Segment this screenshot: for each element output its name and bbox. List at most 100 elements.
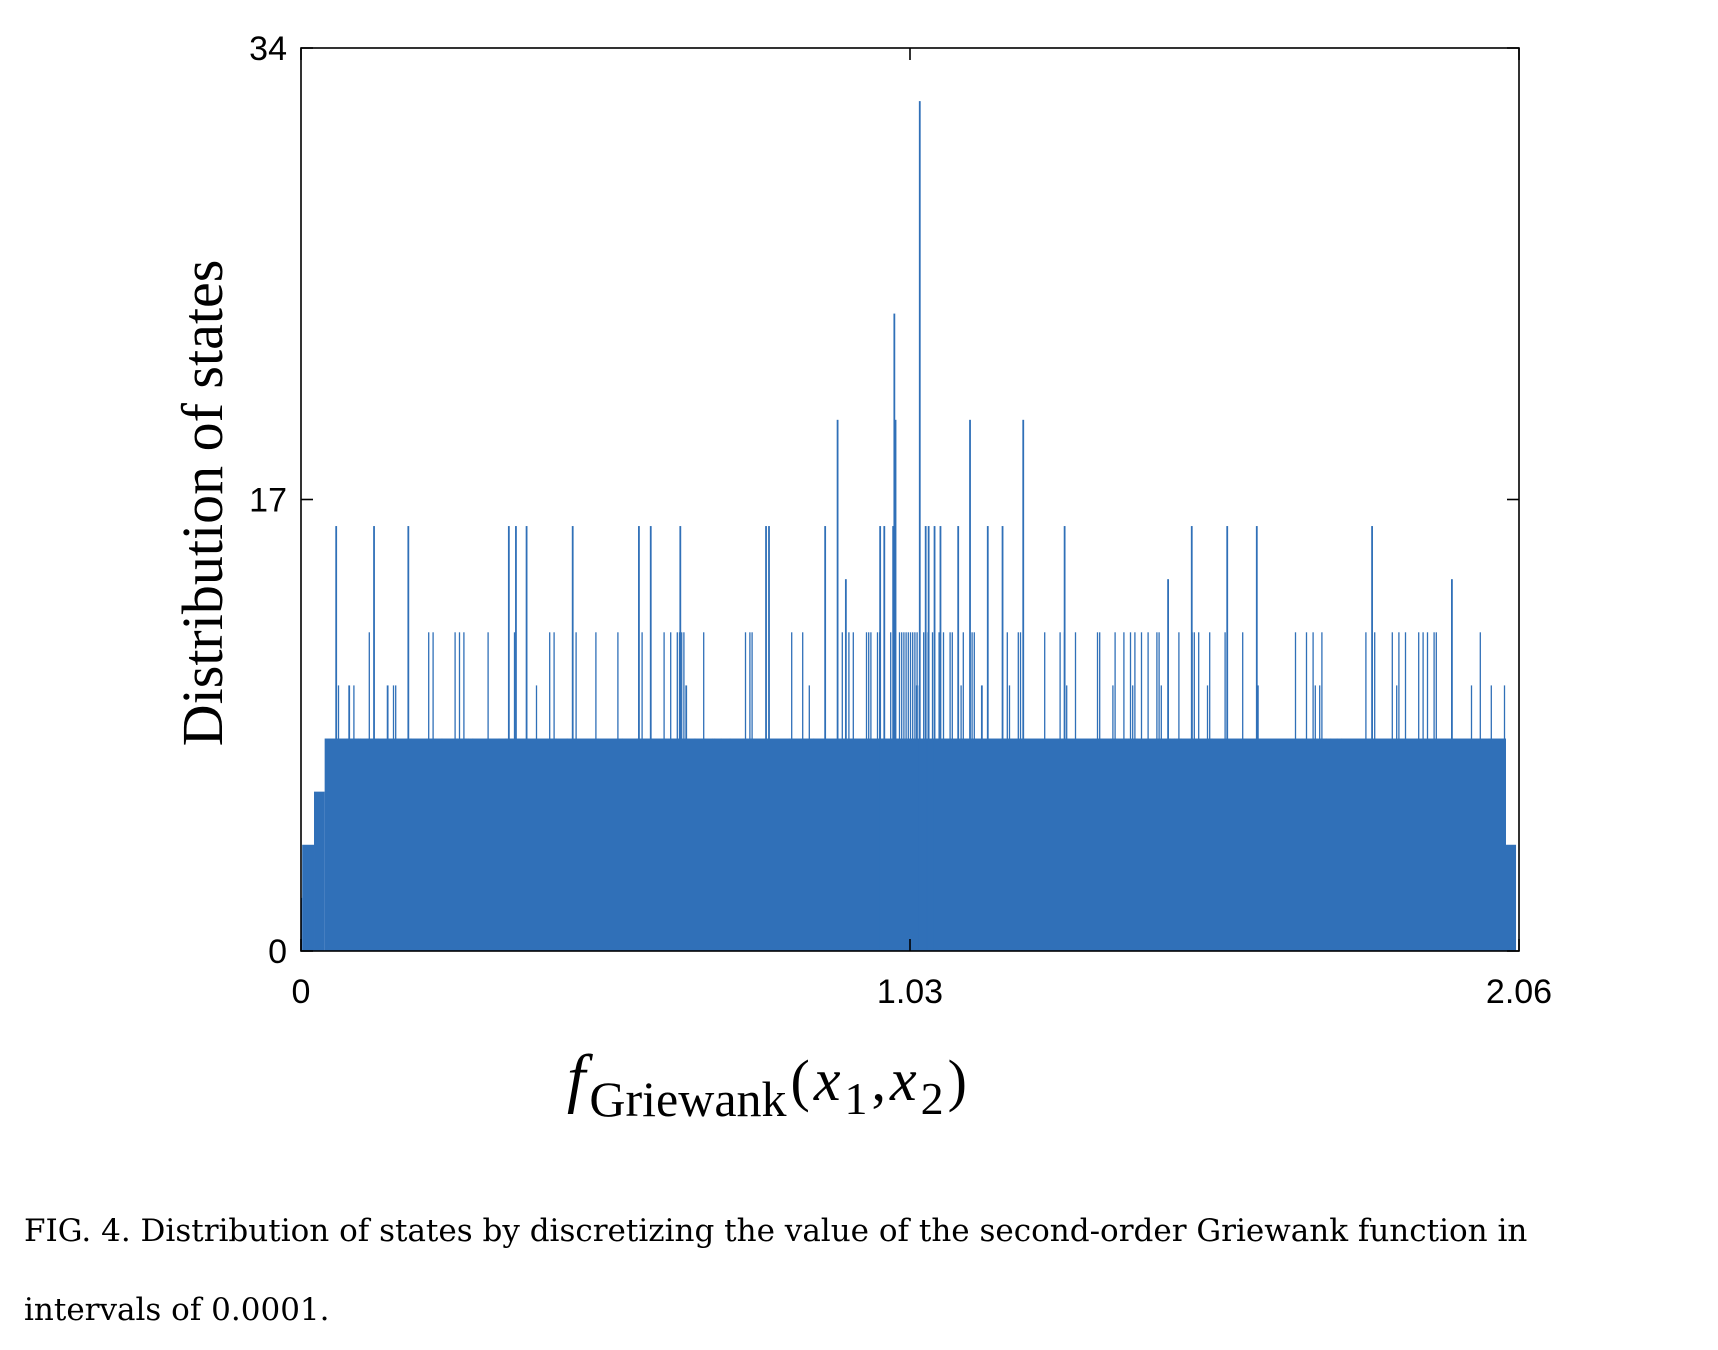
histogram-bar-5 bbox=[377, 738, 379, 951]
histogram-bar-52 bbox=[788, 738, 791, 951]
histogram-bar-92 bbox=[1017, 632, 1019, 951]
x-label-close-paren: ) bbox=[948, 1048, 967, 1113]
histogram-bar-150 bbox=[1422, 632, 1424, 951]
histogram-peak-bar-16 bbox=[638, 526, 640, 951]
histogram-peak-bar-17 bbox=[649, 526, 652, 951]
histogram-bar-1 bbox=[353, 685, 355, 951]
histogram-bar-56 bbox=[813, 738, 815, 951]
histogram-bar-29 bbox=[575, 632, 577, 951]
histogram-bar-42 bbox=[694, 738, 696, 951]
histogram-bar-124 bbox=[1206, 685, 1209, 951]
histogram-peak-bar-15 bbox=[571, 526, 574, 951]
caption-line-2: intervals of 0.0001. bbox=[24, 1292, 330, 1328]
histogram-bar-103 bbox=[1112, 685, 1114, 951]
histogram-bar-83 bbox=[951, 632, 953, 951]
histogram-bar-40 bbox=[681, 632, 683, 951]
tick-labels: 0 17 34 0 1.03 2.06 bbox=[249, 30, 1552, 1011]
histogram-bar-116 bbox=[1160, 685, 1162, 951]
histogram-peak-bar-34 bbox=[1226, 526, 1229, 951]
histogram-bar-55 bbox=[808, 685, 810, 951]
histogram-base-bar-1 bbox=[302, 844, 315, 951]
histogram-bar-67 bbox=[901, 632, 903, 951]
histogram-bar-9 bbox=[428, 632, 430, 951]
histogram-bar-44 bbox=[711, 738, 714, 951]
histogram-peak-bar-39 bbox=[685, 685, 688, 951]
histogram-bar-151 bbox=[1426, 632, 1429, 951]
histogram-bar-138 bbox=[1325, 738, 1327, 951]
figure-caption: FIG. 4. Distribution of states by discre… bbox=[24, 1192, 1704, 1350]
x-label-open-paren: ( bbox=[791, 1048, 810, 1113]
histogram-peak-bar-21 bbox=[824, 526, 827, 951]
histogram-bar-81 bbox=[942, 632, 945, 951]
histogram-base-bar-4 bbox=[1505, 844, 1517, 951]
histogram-bar-146 bbox=[1396, 685, 1398, 951]
histogram-bar-125 bbox=[1209, 632, 1211, 951]
histogram-bar-93 bbox=[1019, 632, 1022, 951]
axes-layer bbox=[300, 47, 1520, 952]
histogram-bar-65 bbox=[890, 632, 892, 951]
histogram-bar-102 bbox=[1110, 738, 1112, 951]
y-tick-label-0: 0 bbox=[268, 933, 287, 971]
histogram-bar-112 bbox=[1140, 632, 1143, 951]
histogram-bar-7 bbox=[395, 685, 397, 951]
histogram-peak-bar-9 bbox=[335, 526, 338, 951]
histogram-peak-bar-2 bbox=[836, 419, 839, 952]
histogram-peak-bar-1 bbox=[893, 313, 896, 951]
histogram-bar-47 bbox=[729, 738, 731, 951]
histogram-bar-133 bbox=[1310, 738, 1312, 951]
histogram-bar-60 bbox=[865, 632, 868, 951]
histogram-bar-107 bbox=[1127, 738, 1129, 951]
histogram-peak-bar-8 bbox=[1451, 579, 1453, 951]
histogram-bar-2 bbox=[357, 738, 359, 951]
histogram-bar-136 bbox=[1319, 685, 1321, 951]
histogram-bar-143 bbox=[1369, 738, 1371, 951]
histogram-bar-101 bbox=[1099, 632, 1101, 951]
histogram-base-bar-2 bbox=[314, 791, 325, 951]
histogram-peak-bar-14 bbox=[525, 526, 528, 951]
histogram-bar-54 bbox=[802, 632, 804, 951]
histogram-bar-134 bbox=[1312, 632, 1314, 951]
histogram-bar-30 bbox=[595, 632, 597, 951]
histogram-bar-66 bbox=[898, 632, 901, 951]
histogram-peak-bar-4 bbox=[969, 419, 971, 952]
histogram-bar-128 bbox=[1242, 632, 1244, 951]
histogram-bar-148 bbox=[1404, 632, 1407, 951]
histogram-peak-bar-24 bbox=[892, 526, 895, 951]
histogram-bar-137 bbox=[1321, 632, 1323, 951]
histogram-bar-68 bbox=[903, 632, 905, 951]
histogram-peak-bar-38 bbox=[348, 685, 351, 951]
caption-line-1: FIG. 4. Distribution of states by discre… bbox=[24, 1213, 1528, 1249]
x-label-x2-subscript: 2 bbox=[921, 1073, 944, 1124]
histogram-bar-19 bbox=[487, 632, 489, 951]
y-axis-label: Distribution of states bbox=[170, 260, 235, 747]
histogram-bar-100 bbox=[1096, 632, 1099, 951]
histogram-bar-159 bbox=[1503, 685, 1506, 951]
histogram-peak-bar-3 bbox=[894, 419, 897, 952]
histogram-bar-13 bbox=[456, 738, 458, 951]
histogram-bar-20 bbox=[498, 738, 500, 951]
histogram-bar-12 bbox=[454, 632, 456, 951]
y-tick-label-1: 17 bbox=[249, 482, 287, 520]
histogram-bar-14 bbox=[458, 632, 461, 951]
histogram-bar-36 bbox=[663, 632, 665, 951]
histogram-bar-16 bbox=[465, 738, 467, 951]
histogram-bar-71 bbox=[909, 632, 912, 951]
histogram-peak-bar-7 bbox=[1167, 579, 1169, 951]
histogram-bar-11 bbox=[441, 738, 443, 951]
histogram-peak-bar-22 bbox=[879, 526, 882, 951]
x-axis-label: f Griewank ( x 1 , x 2 ) bbox=[567, 1042, 967, 1127]
histogram-bar-106 bbox=[1125, 738, 1127, 951]
histogram-bar-85 bbox=[962, 632, 964, 951]
histogram-peak-bar-10 bbox=[373, 526, 375, 951]
x-tick-label-1: 1.03 bbox=[877, 973, 943, 1011]
histogram-peak-bar-6 bbox=[844, 579, 847, 951]
histogram-bar-141 bbox=[1341, 738, 1343, 951]
histogram-bar-21 bbox=[505, 738, 507, 951]
histogram-bar-43 bbox=[703, 632, 705, 951]
histogram-bar-27 bbox=[555, 738, 557, 951]
histogram-bar-91 bbox=[1008, 685, 1011, 951]
histogram-bar-149 bbox=[1418, 632, 1420, 951]
x-label-x1-subscript: 1 bbox=[845, 1073, 868, 1124]
histogram-bar-50 bbox=[749, 632, 751, 951]
